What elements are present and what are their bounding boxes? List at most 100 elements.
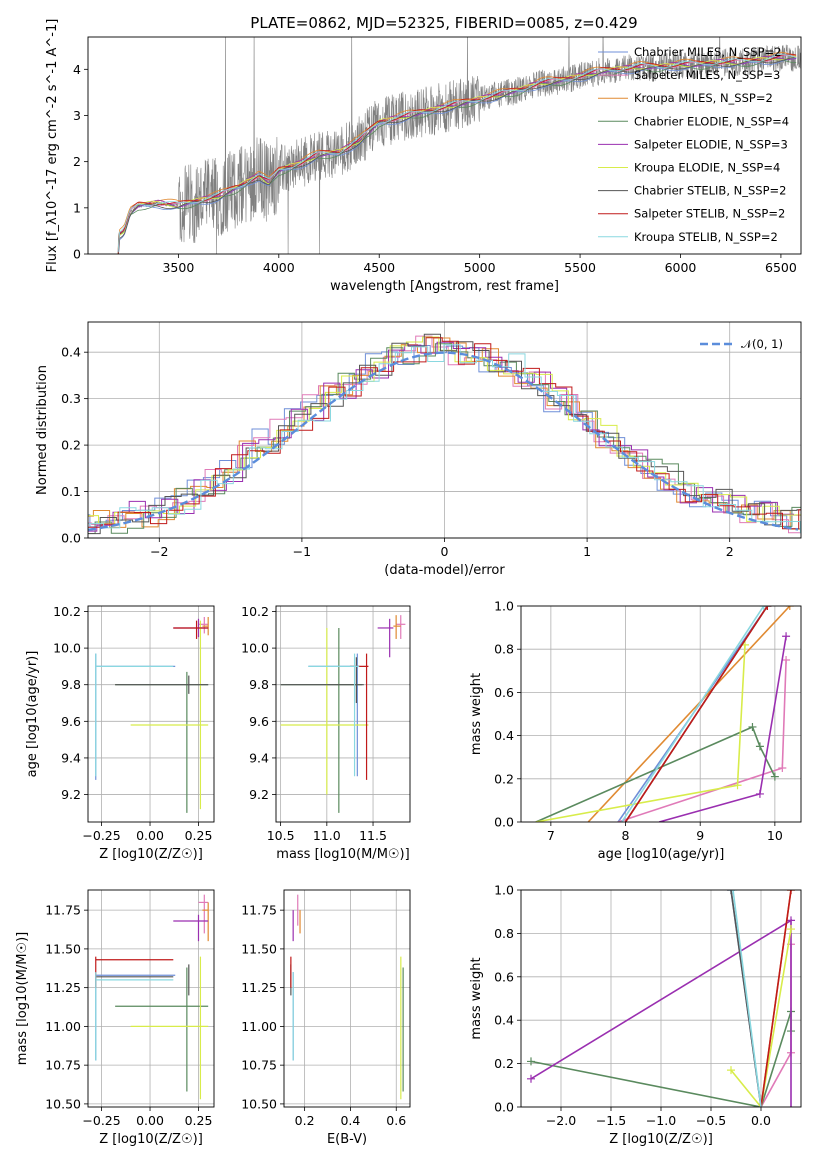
y-tick-label: 0.4 [61,345,81,360]
model-spectrum-salpeter_stelib [117,53,797,254]
x-tick-label: 7 [547,828,555,843]
plot-area [117,37,801,254]
y-tick-label: 0.6 [494,685,514,700]
y-tick-label: 10.0 [53,641,81,656]
histogram-chabrier_stelib [88,333,801,535]
y-tick-label: 0 [73,247,81,262]
y-tick-label: 10.2 [241,604,269,619]
y-tick-label: 11.25 [45,980,81,995]
y-tick-label: 1 [73,200,81,215]
axes-frame [275,605,411,823]
legend-entry: Chabrier STELIB, N_SSP=2 [634,184,786,198]
histogram-salpeter_stelib [88,337,801,530]
y-tick-label: 9.4 [249,750,269,765]
y-tick-label: 0.8 [494,926,514,941]
x-axis-label: E(B-V) [327,1132,367,1147]
x-tick-label: 4500 [363,260,395,275]
weight-line-salpeter_miles [617,659,787,822]
y-tick-label: 9.6 [249,714,269,729]
x-tick-label: 10.5 [267,828,295,843]
legend-entry: 𝒩(0, 1) [741,337,783,351]
y-tick-label: 0.8 [494,642,514,657]
model-spectrum-kroupa_stelib [117,53,797,253]
weight-marker-salpeter_elodie [782,632,791,641]
y-tick-label: 10.75 [45,1058,81,1073]
weight-marker-salpeter_stelib [763,606,772,610]
weight-marker-chabrier_elodie [527,1057,535,1066]
x-axis-label: age [log10(age/yr)] [598,847,725,862]
x-tick-label: 10 [767,828,783,843]
plot-area [280,615,406,813]
y-axis-label: mass [log10(M/M☉)] [15,932,30,1065]
y-tick-label: 0.6 [494,969,514,984]
legend-entry: Salpeter MILES, N_SSP=3 [634,68,780,82]
y-tick-label: 0.2 [494,1056,514,1071]
mass-vs-metallicity-panel: −0.25 0.00 0.25 10.50 10.75 11.00 11.25 11.50 11… [15,889,215,1147]
legend-entry: Salpeter STELIB, N_SSP=2 [634,207,785,221]
x-tick-label: 8 [622,828,630,843]
residual-histogram-panel: −2 −1 0 1 2 0.0 0.1 0.2 0.3 0.4 (data-model)/error… [35,321,802,578]
legend-entry: Salpeter ELODIE, N_SSP=3 [634,137,788,151]
histogram-salpeter_miles [88,335,801,534]
y-tick-label: 1.0 [494,883,514,898]
model-spectrum-chabrier_elodie [117,58,797,254]
x-tick-label: 5000 [464,260,496,275]
x-tick-label: −1.0 [646,1113,676,1128]
x-tick-label: −2 [150,544,168,559]
x-tick-label: 9 [696,828,704,843]
plot-area [527,890,795,1107]
x-tick-label: 0.00 [136,828,164,843]
x-tick-label: 0.4 [340,1113,360,1128]
x-tick-label: 0 [441,544,449,559]
y-tick-label: 0.1 [61,484,81,499]
mass-weight-vs-metallicity-panel: −2.0 −1.5 −1.0 −0.5 0.0 0.0 0.2 0.4 0.6 0.8 1.0 Z [… [469,883,802,1147]
figure-title: PLATE=0862, MJD=52325, FIBERID=0085, z=0… [250,14,637,32]
legend-entry: Kroupa ELODIE, N_SSP=4 [634,161,780,175]
model-spectrum-kroupa_miles [117,51,797,250]
weight-marker-kroupa_miles [785,606,794,610]
y-tick-label: 10.2 [53,604,81,619]
weight-marker-salpeter_elodie [787,916,795,925]
weight-line-salpeter_stelib [624,606,769,822]
y-tick-label: 11.75 [45,903,81,918]
y-tick-label: 10.0 [241,641,269,656]
x-tick-label: 0.0 [751,1113,771,1128]
x-tick-label: 0.6 [386,1113,406,1128]
weight-marker-salpeter_stelib [787,890,795,894]
weight-marker-chabrier_stelib [727,890,735,894]
y-tick-label: 4 [73,62,81,77]
y-tick-label: 11.50 [241,941,277,956]
plot-area [290,894,404,1100]
y-tick-label: 10.50 [45,1096,81,1111]
x-axis-label: Z [log10(Z/Z☉)] [99,847,203,862]
plot-area [95,616,209,813]
x-axis-label: (data-model)/error [384,563,505,578]
weight-line-chabrier_elodie [535,725,776,822]
x-tick-label: 6500 [765,260,797,275]
weight-marker-chabrier_elodie [755,742,764,751]
weight-marker-kroupa_elodie [733,781,742,790]
y-tick-label: 3 [73,108,81,123]
weight-marker-kroupa_stelib [729,890,737,894]
weight-marker-salpeter_miles [778,764,787,772]
weight-marker-salpeter_elodie [755,789,764,798]
legend-entry: Kroupa MILES, N_SSP=2 [634,91,773,105]
y-tick-label: 1.0 [494,599,514,614]
weight-marker-kroupa_elodie [727,1066,735,1075]
y-axis-label: mass weight [469,673,484,755]
y-tick-label: 11.50 [45,941,81,956]
y-tick-label: 0.2 [494,771,514,786]
weight-marker-chabrier_elodie [770,772,779,781]
x-tick-label: 1 [583,544,591,559]
axes-frame [520,889,802,1108]
x-tick-label: 6000 [665,260,697,275]
weight-marker-salpeter_elodie [527,1074,535,1083]
x-axis-label: mass [log10(M/M☉)] [276,847,409,862]
x-tick-label: −2.0 [546,1113,576,1128]
y-axis-label: age [log10(age/yr)] [25,651,40,778]
x-tick-label: 3500 [162,260,194,275]
weight-marker-kroupa_stelib [759,606,768,610]
model-spectrum-salpeter_miles [117,55,797,254]
y-tick-label: 9.2 [61,787,81,802]
x-tick-label: 4000 [263,260,295,275]
